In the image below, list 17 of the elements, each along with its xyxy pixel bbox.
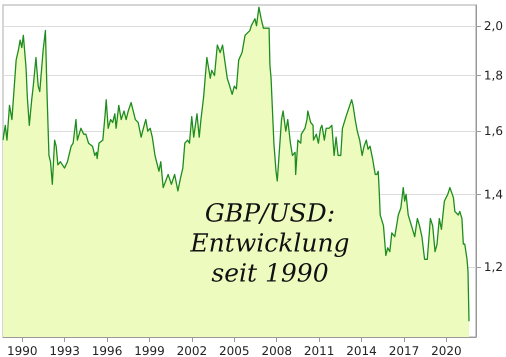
x-tick-label: 2002	[176, 344, 208, 357]
x-tick-label: 2017	[388, 344, 420, 357]
x-tick-label: 2005	[219, 344, 250, 357]
x-tick-label: 2011	[304, 344, 334, 357]
x-tick-label: 2020	[431, 344, 462, 357]
text: GBP/USD: Entwicklung seit 1990	[189, 198, 350, 288]
x-tick-label: 2008	[261, 344, 292, 357]
x-tick-label: 1993	[49, 344, 80, 357]
y-tick-label: 1,8	[484, 68, 504, 83]
x-tick-label: 2014	[346, 344, 377, 357]
y-tick-label: 2,0	[484, 18, 504, 33]
x-tick-label: 1999	[134, 344, 165, 357]
x-tick-label: 1990	[6, 344, 38, 357]
y-tick-label: 1,4	[484, 187, 504, 202]
y-tick-label: 1,2	[484, 260, 504, 274]
x-tick-label: 1996	[92, 344, 122, 357]
y-tick-label: 1,6	[484, 124, 504, 138]
